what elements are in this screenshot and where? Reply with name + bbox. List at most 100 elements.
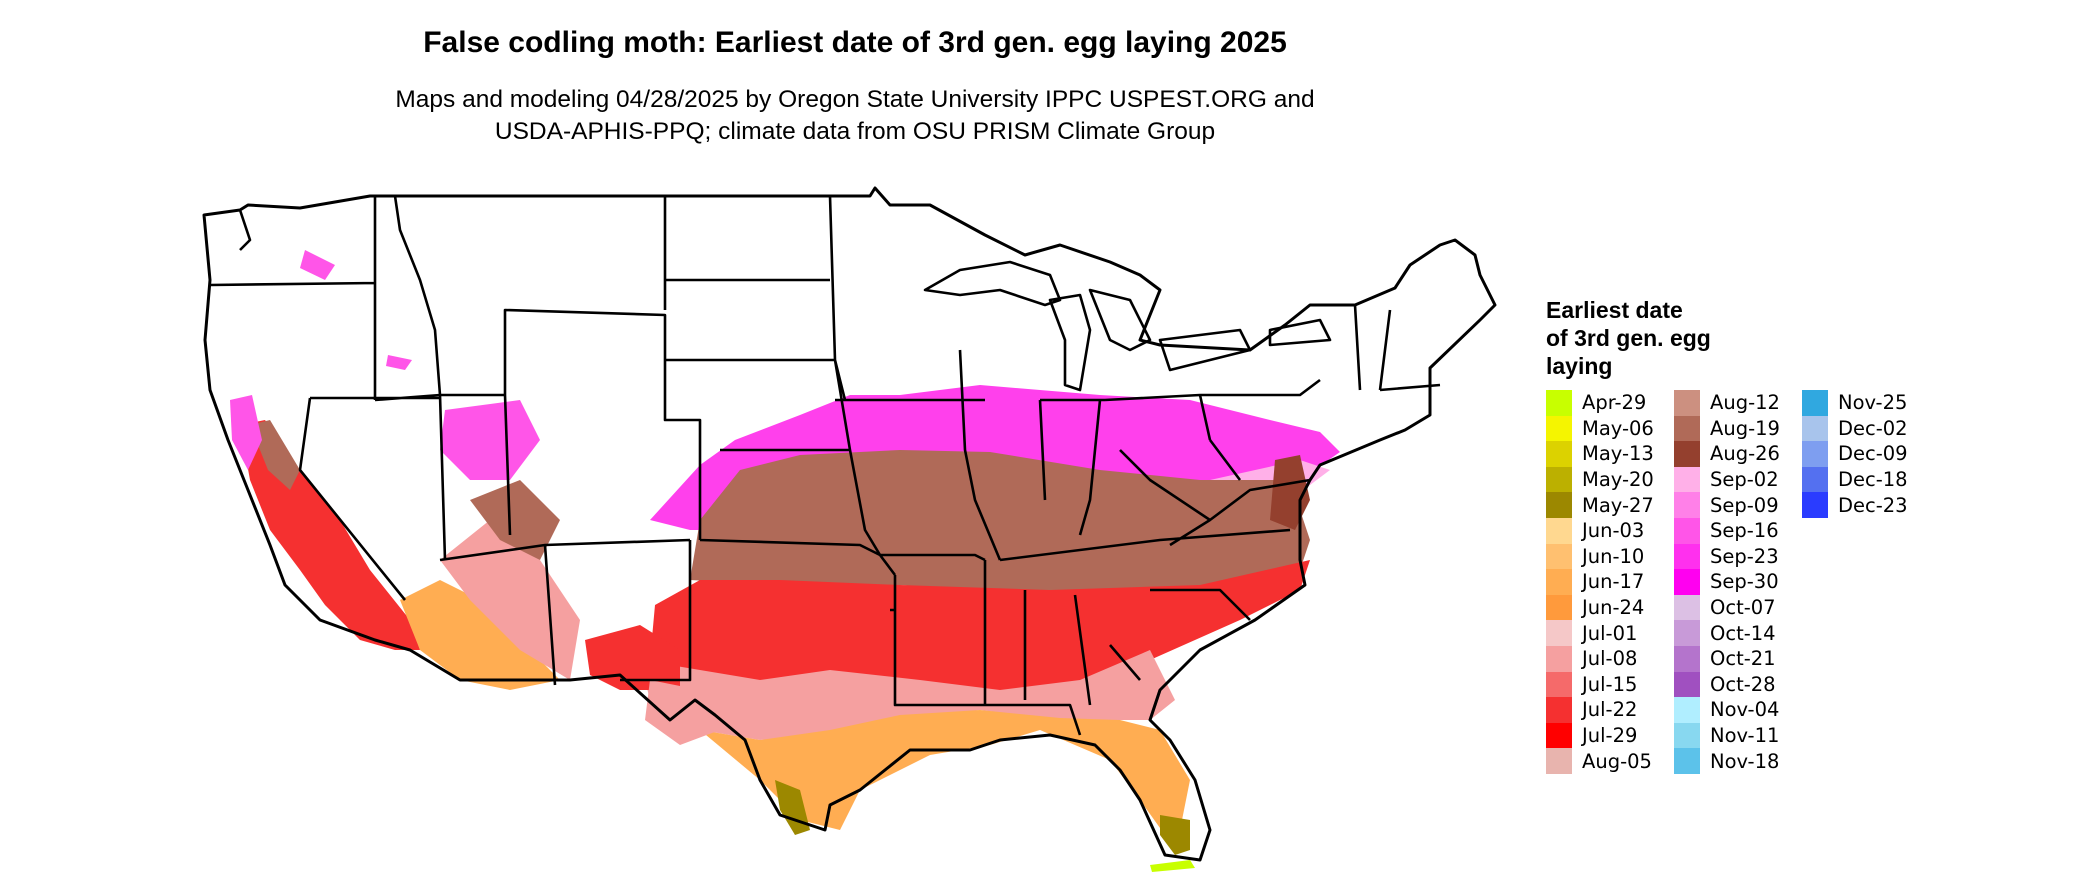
legend-item: Dec-09 [1802, 441, 1918, 467]
legend-column: Apr-29 May-06 May-13 May-20 May-27 Jun-03 Jun-… [1546, 390, 1662, 774]
legend-label: Sep-16 [1710, 519, 1779, 543]
legend-label: Aug-26 [1710, 442, 1780, 466]
legend-swatch [1674, 441, 1700, 467]
zone-arizona-aug [470, 480, 560, 560]
legend-title-line: of 3rd gen. egg [1546, 325, 1711, 351]
legend-item: Nov-25 [1802, 390, 1918, 416]
legend-swatch [1546, 697, 1572, 723]
legend-label: Jun-03 [1582, 519, 1645, 543]
legend-item: Oct-07 [1674, 594, 1790, 621]
legend-item: Sep-09 [1674, 492, 1790, 518]
legend-label: Nov-25 [1838, 391, 1908, 415]
zone-spot-idaho [386, 355, 412, 370]
legend-swatch [1674, 466, 1700, 493]
us-outline [202, 186, 1497, 862]
legend-swatch [1546, 415, 1572, 442]
zone-california-aug [250, 420, 300, 490]
legend-label: Jul-22 [1582, 698, 1638, 722]
legend-swatch [1802, 415, 1828, 442]
subtitle-line: USDA-APHIS-PPQ; climate data from OSU PR… [494, 118, 1216, 145]
great-lakes [923, 260, 1332, 392]
legend-label: Sep-09 [1710, 493, 1779, 517]
legend-label: May-20 [1582, 468, 1654, 492]
date-zones [230, 250, 1340, 872]
legend-label: Dec-18 [1838, 468, 1908, 492]
legend-label: May-13 [1582, 442, 1654, 466]
legend-item: Sep-16 [1674, 517, 1790, 544]
legend-column: Nov-25 Dec-02 Dec-09 Dec-18 Dec-23 [1802, 390, 1918, 774]
legend-item: Jul-08 [1546, 645, 1662, 672]
legend-title-line: laying [1546, 353, 1613, 379]
legend-label: May-27 [1582, 493, 1654, 517]
legend-item: Aug-19 [1674, 415, 1790, 442]
legend-title-line: Earliest date [1546, 297, 1683, 323]
legend-label: Oct-28 [1710, 672, 1776, 696]
legend-item: Dec-02 [1802, 415, 1918, 442]
legend-item: Aug-05 [1546, 748, 1662, 774]
legend-columns: Apr-29 May-06 May-13 May-20 May-27 Jun-03 Jun-… [1546, 390, 1918, 774]
legend-label: May-06 [1582, 416, 1654, 440]
legend-label: Nov-04 [1710, 698, 1780, 722]
legend-label: Oct-21 [1710, 647, 1776, 671]
legend-item: Jun-10 [1546, 543, 1662, 570]
legend-item: Jul-01 [1546, 620, 1662, 646]
state-lines [209, 195, 1441, 736]
legend-label: Jun-10 [1582, 544, 1645, 568]
state-borders [202, 186, 1497, 862]
legend-swatch [1546, 645, 1572, 672]
legend-label: Jun-17 [1582, 570, 1645, 594]
legend-column: Aug-12 Aug-19 Aug-26 Sep-02 Sep-09 Sep-16 Sep-… [1674, 390, 1790, 774]
legend-item: Oct-14 [1674, 620, 1790, 646]
zone-spot-washington [300, 250, 335, 280]
legend-swatch [1674, 390, 1700, 416]
map-title: False codling moth: Earliest date of 3rd… [423, 26, 1287, 59]
legend-label: Oct-14 [1710, 621, 1776, 645]
legend-item: May-27 [1546, 492, 1662, 518]
zone-arizona-jun [400, 580, 560, 690]
legend-swatch [1546, 441, 1572, 467]
zone-california-sep [230, 395, 262, 470]
legend-label: Jul-01 [1582, 621, 1638, 645]
legend-item: Sep-30 [1674, 569, 1790, 595]
legend-swatch [1546, 390, 1572, 416]
legend-label: Aug-12 [1710, 391, 1780, 415]
legend-item: Jun-03 [1546, 517, 1662, 544]
legend-item: Nov-18 [1674, 748, 1790, 774]
legend-label: Nov-18 [1710, 749, 1780, 773]
legend-swatch [1546, 492, 1572, 518]
legend-swatch [1674, 569, 1700, 595]
legend-item: Nov-04 [1674, 697, 1790, 723]
legend-swatch [1674, 697, 1700, 723]
legend-swatch [1802, 441, 1828, 467]
legend-item: Aug-12 [1674, 390, 1790, 416]
legend-label: Nov-11 [1710, 724, 1780, 748]
legend-swatch [1674, 543, 1700, 570]
legend-item: Jul-15 [1546, 671, 1662, 698]
legend-label: Dec-23 [1838, 493, 1908, 517]
legend-item: May-13 [1546, 441, 1662, 467]
legend-item: Jun-17 [1546, 569, 1662, 595]
legend-swatch [1546, 543, 1572, 570]
legend-item: Jul-29 [1546, 722, 1662, 749]
legend-swatch [1802, 492, 1828, 518]
puget-sound [238, 209, 252, 251]
legend-swatch [1546, 466, 1572, 493]
legend-item: Dec-18 [1802, 466, 1918, 493]
legend-swatch [1546, 569, 1572, 595]
legend-swatch [1546, 722, 1572, 749]
legend-label: Sep-23 [1710, 544, 1779, 568]
legend-swatch [1674, 594, 1700, 621]
zone-may-florida [1160, 815, 1190, 855]
legend-swatch [1674, 722, 1700, 749]
legend-label: Aug-19 [1710, 416, 1780, 440]
zone-aug-band [690, 450, 1310, 595]
legend-label: Jun-24 [1582, 596, 1645, 620]
legend-item: Nov-11 [1674, 722, 1790, 749]
legend-label: Oct-07 [1710, 596, 1776, 620]
legend-swatch [1674, 748, 1700, 774]
legend-item: May-20 [1546, 466, 1662, 493]
legend-item: May-06 [1546, 415, 1662, 442]
legend-swatch [1674, 671, 1700, 698]
legend-swatch [1546, 748, 1572, 774]
legend-item: Sep-02 [1674, 466, 1790, 493]
